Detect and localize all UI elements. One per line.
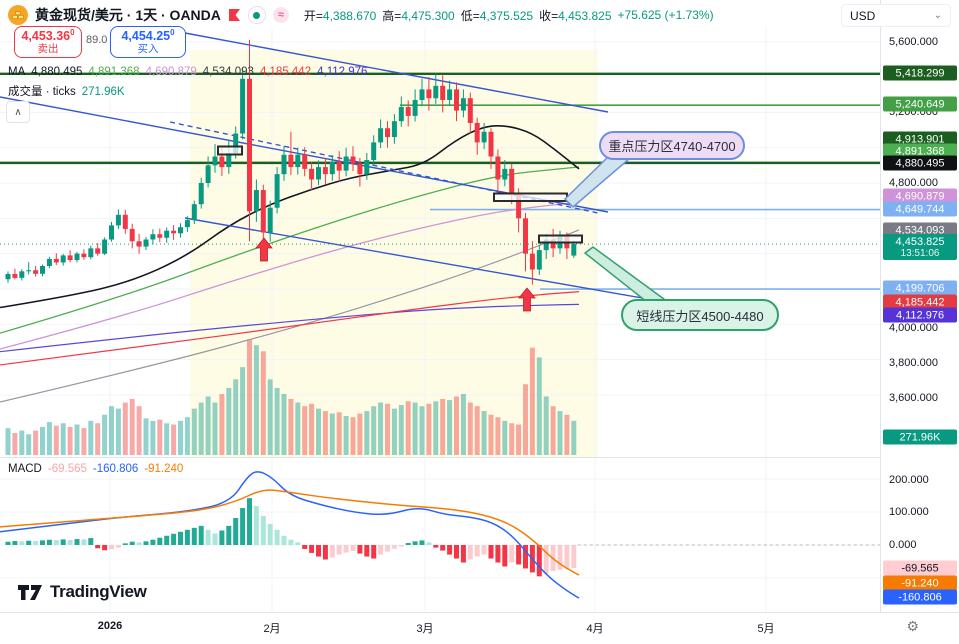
indicator-value: 4,112.976 — [317, 66, 368, 78]
time-axis-label: 5月 — [757, 623, 775, 635]
price-level-badge: 5,418.299 — [883, 65, 957, 81]
tradingview-logo-icon — [18, 584, 42, 600]
time-axis-label: 2月 — [263, 623, 281, 635]
volume-indicator-row[interactable]: 成交量 · ticks 271.96K — [8, 86, 125, 98]
price-scale-label: 3,800.000 — [889, 357, 938, 369]
indicator-value: 4,690.879 — [145, 66, 197, 78]
price-scale-label: 200.000 — [889, 474, 929, 486]
approx-data-icon[interactable]: ≈ — [272, 7, 289, 23]
price-level-badge: 4,199.706 — [883, 280, 957, 296]
currency-selector[interactable]: USD ⌄ — [841, 4, 951, 27]
gold-coin-icon — [8, 5, 28, 25]
price-level-badge: -160.806 — [883, 589, 957, 605]
indicator-value: 4,880.495 — [31, 66, 83, 78]
chevron-up-icon: ∧ — [14, 106, 22, 118]
gear-icon[interactable]: ⚙ — [906, 618, 919, 634]
ohlc-readout: 开=4,388.670 高=4,475.300 低=4,375.525 收=4,… — [303, 8, 714, 23]
price-scale-label: 0.000 — [889, 539, 917, 551]
time-axis-label: 2026 — [97, 620, 123, 632]
price-level-badge: -91.240 — [883, 575, 957, 591]
price-level-badge: 5,240.649 — [883, 96, 957, 112]
market-status-icon[interactable] — [247, 6, 266, 24]
price-level-badge: -69.565 — [883, 560, 957, 576]
buy-button[interactable]: 4,454.250 买入 — [110, 26, 186, 58]
price-scale-label: 5,600.000 — [889, 36, 938, 48]
chevron-down-icon: ⌄ — [933, 10, 942, 21]
price-level-badge: 4,185.442 — [883, 294, 957, 310]
change-readout: +75.625 (+1.73%) — [617, 8, 714, 22]
price-level-badge: 4,913.901 — [883, 131, 957, 147]
indicator-value: -160.806 — [92, 463, 139, 475]
price-scale-label: 100.000 — [889, 506, 929, 518]
macd-indicator-row[interactable]: MACD -69.565 -160.806 -91.240 — [8, 463, 184, 475]
indicator-value: 4,534.093 — [202, 66, 254, 78]
indicator-value: 4,891.368 — [88, 66, 140, 78]
indicator-value: 4,185.442 — [259, 66, 312, 78]
indicator-value: -91.240 — [144, 463, 184, 475]
price-scale-label: 4,000.000 — [889, 322, 938, 334]
volume-value: 271.96K — [81, 86, 125, 98]
time-axis-label: 3月 — [416, 623, 434, 635]
price-level-badge: 4,112.976 — [883, 307, 957, 323]
symbol-header: 黄金现货/美元 · 1天 · OANDA ≈ 开=4,388.670 高=4,4… — [8, 4, 714, 26]
price-level-badge: 271.96K — [883, 429, 957, 445]
sell-button[interactable]: 4,453.360 卖出 — [14, 26, 82, 58]
price-scale[interactable]: 5,600.000 5,200.000 4,800.000 4,000.000 3,80… — [880, 0, 959, 612]
price-level-badge: 4,534.093 — [883, 222, 957, 238]
logo-text: TradingView — [50, 582, 147, 601]
symbol-title[interactable]: 黄金现货/美元 · 1天 · OANDA — [35, 7, 221, 23]
price-scale-label: 4,800.000 — [889, 177, 938, 189]
price-scale-label: 3,600.000 — [889, 392, 938, 404]
price-level-badge: 4,649.744 — [883, 201, 957, 217]
resistance-zone-callout-major[interactable]: 重点压力区4740-4700 — [599, 131, 745, 160]
price-level-badge: 4,690.879 — [883, 188, 957, 204]
spread-value: 89.0 — [86, 34, 108, 46]
price-level-badge: 4,880.495 — [883, 155, 957, 171]
price-level-badge: 4,891.368 — [883, 143, 957, 159]
time-axis-label: 4月 — [586, 623, 604, 635]
collapse-pane-button[interactable]: ∧ — [6, 101, 30, 123]
oanda-logo-icon — [228, 9, 240, 21]
ma-indicator-row[interactable]: MA 4,880.495 4,891.368 4,690.879 4,534.093 4… — [8, 66, 368, 78]
time-axis[interactable]: ⚙ 2026 2月 3月 4月 5月 — [0, 612, 959, 644]
up-arrow-marker — [255, 237, 273, 262]
up-arrow-marker — [518, 287, 536, 312]
tradingview-branding: TradingView — [18, 582, 147, 602]
current-price-badge: 4,453.825 13:51:06 — [883, 234, 957, 260]
resistance-zone-callout-short-term[interactable]: 短线压力区4500-4480 — [621, 299, 779, 331]
indicator-value: -69.565 — [47, 463, 87, 475]
